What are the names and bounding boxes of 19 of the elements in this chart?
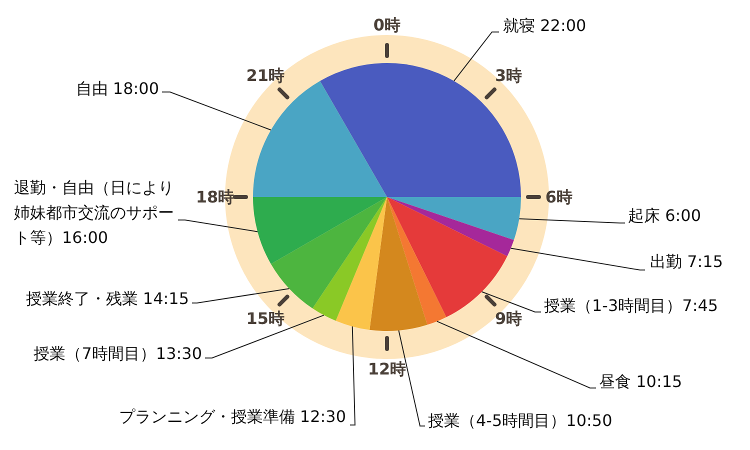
text: 6時 [545, 188, 573, 206]
slice-label: 就寝 22:00 [503, 16, 586, 35]
text: 21時 [246, 66, 285, 85]
slice-label: 自由 18:00 [76, 79, 159, 98]
text: 12時 [368, 360, 406, 378]
slice-label: 起床 6:00 [628, 206, 702, 225]
text: 9時 [495, 309, 522, 328]
text: 15時 [246, 309, 285, 328]
slice-label: 授業終了・残業 14:15 [26, 289, 189, 308]
slice-label: 授業（7時間目）13:30 [34, 344, 202, 363]
slice-label: 退勤・自由（日により姉妹都市交流のサポート等）16:00 [14, 178, 174, 247]
slice-label: 授業（1-3時間目）7:45 [544, 296, 718, 315]
slice-label: プランニング・授業準備 12:30 [118, 407, 346, 426]
text: 18時 [196, 188, 234, 206]
slice-label: 昼食 10:15 [599, 372, 682, 391]
text: 3時 [495, 66, 522, 85]
slice-label: 出勤 7:15 [650, 252, 724, 271]
text: 0時 [373, 16, 401, 34]
slice-label: 授業（4-5時間目）10:50 [428, 411, 612, 430]
